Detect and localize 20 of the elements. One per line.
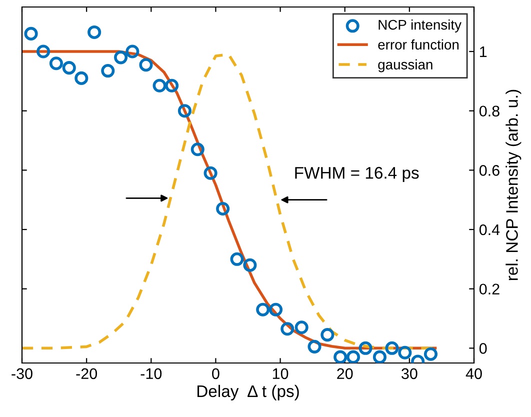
x-axis-title: Delay Δ t (ps): [197, 384, 299, 400]
x-tick-label: 10: [272, 368, 288, 380]
legend-label: NCP intensity: [378, 20, 462, 32]
x-tick-label: 30: [402, 368, 418, 380]
x-tick-label: 20: [337, 368, 353, 380]
y-tick-label: 0: [479, 343, 487, 354]
x-tick-label: 0: [212, 368, 220, 380]
y-tick-label: 0.6: [479, 165, 500, 176]
y-tick-label: 0.8: [479, 106, 500, 117]
legend-label: error function: [378, 39, 459, 50]
annotation: FWHM = 16.4 ps: [295, 166, 419, 182]
y-axis-title: rel. NCP Intensity (arb. u.): [506, 90, 522, 280]
x-tick-label: -30: [12, 368, 32, 380]
x-tick-label: -20: [76, 368, 98, 380]
legend-label: gaussian: [378, 59, 432, 72]
y-tick-label: 0.4: [479, 224, 500, 236]
x-tick-label: 40: [466, 368, 482, 380]
y-tick-label: 1: [480, 46, 487, 58]
y-tick-label: 0.2: [479, 284, 500, 295]
x-tick-label: -10: [140, 368, 162, 380]
